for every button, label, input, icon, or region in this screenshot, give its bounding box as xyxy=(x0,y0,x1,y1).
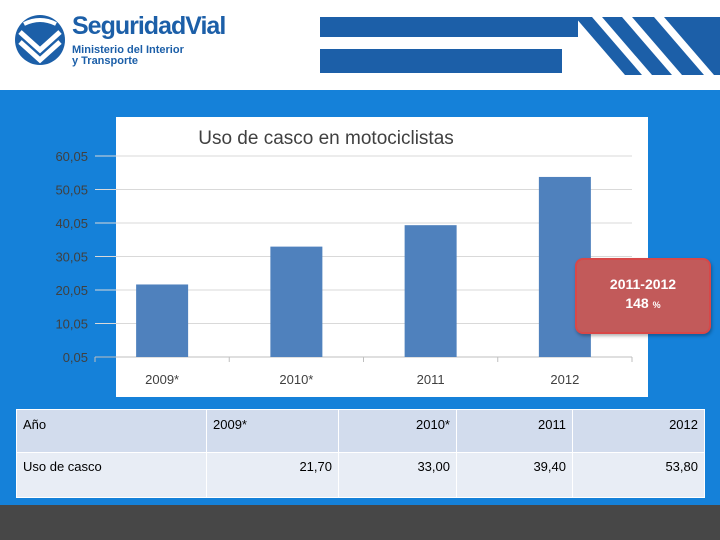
table-year-cell: 2011 xyxy=(456,409,573,453)
x-tick-label: 2009* xyxy=(145,372,179,387)
table-header-row: Año 2009* 2010* 2011 2012 xyxy=(16,409,705,453)
table-value-cell: 21,70 xyxy=(206,452,339,498)
table-header-label: Año xyxy=(16,409,207,453)
table-value-cell: 39,40 xyxy=(456,452,573,498)
brand-block: SeguridadVial Ministerio del Interior y … xyxy=(72,12,226,67)
callout-years: 2011-2012 xyxy=(609,276,677,292)
bar xyxy=(136,284,189,357)
x-tick-label: 2010* xyxy=(279,372,313,387)
callout-value: 148 xyxy=(625,295,649,311)
table-row-label: Uso de casco xyxy=(16,452,207,498)
chart-panel: Uso de casco en motociclistas 60,05 50,05… xyxy=(55,117,648,397)
table-row: Uso de casco 21,70 33,00 39,40 53,80 xyxy=(16,452,705,498)
brand-subtitle-line2: y Transporte xyxy=(72,55,139,67)
callout-value-line: 148 % xyxy=(577,295,709,311)
data-table: Año 2009* 2010* 2011 2012 Uso de casco 2… xyxy=(16,409,705,498)
brand-name: SeguridadVial xyxy=(72,12,226,40)
seguridad-vial-logo-icon xyxy=(15,15,65,65)
bar xyxy=(404,225,457,357)
growth-callout: 2011-2012 148 % xyxy=(575,258,711,334)
table-value-cell: 33,00 xyxy=(338,452,457,498)
table-year-cell: 2012 xyxy=(572,409,705,453)
callout-unit: % xyxy=(652,300,661,310)
table-value-cell: 53,80 xyxy=(572,452,705,498)
footer-bar xyxy=(0,505,720,540)
y-tick-label: 40,05 xyxy=(55,216,88,231)
table-year-cell: 2009* xyxy=(206,409,339,453)
chart-title: Uso de casco en motociclistas xyxy=(198,128,454,149)
bar-chart: Uso de casco en motociclistas 60,05 50,05… xyxy=(55,128,633,387)
y-tick-label: 30,05 xyxy=(55,250,88,265)
x-tick-label: 2012 xyxy=(550,372,579,387)
brand-subtitle-line1: Ministerio del Interior xyxy=(72,44,184,56)
y-tick-label: 50,05 xyxy=(55,183,88,198)
y-tick-label: 60,05 xyxy=(55,149,88,164)
x-tick-label: 2011 xyxy=(417,372,445,387)
y-tick-label: 10,05 xyxy=(55,317,88,332)
y-tick-label: 20,05 xyxy=(55,283,88,298)
decorative-stripes xyxy=(320,17,720,75)
header-banner: SeguridadVial Ministerio del Interior y … xyxy=(0,0,720,90)
bar xyxy=(270,246,323,357)
table-year-cell: 2010* xyxy=(338,409,457,453)
y-tick-label: 0,05 xyxy=(63,350,88,365)
